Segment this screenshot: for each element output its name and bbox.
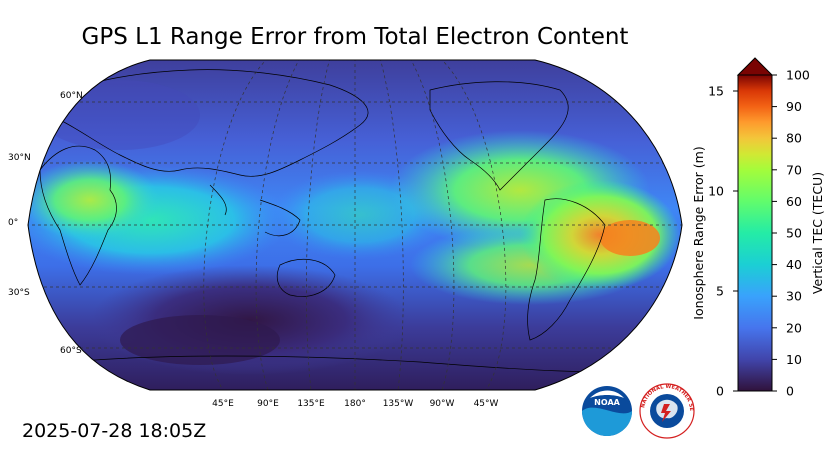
map-title: GPS L1 Range Error from Total Electron C… [81, 24, 629, 50]
colorbar-right-tick-label: 80 [786, 131, 802, 146]
map-boundary [27, 59, 683, 391]
colorbar-right-tick-label: 10 [786, 352, 802, 367]
lon-label-135w: 135°W [383, 399, 414, 409]
colorbar-right-tick-label: 20 [786, 320, 802, 335]
lon-label-90e: 90°E [257, 399, 279, 409]
colorbar-left-label: Ionosphere Range Error (m) [691, 146, 706, 319]
colorbar-right-tick-label: 40 [786, 257, 802, 272]
colorbar-right-label: Vertical TEC (TECU) [810, 172, 825, 294]
colorbar-right-ticks: 0 10 20 30 40 50 60 70 80 90 100 [772, 68, 810, 399]
colorbar-right-tick-label: 30 [786, 289, 802, 304]
noaa-logo: NOAA [582, 386, 632, 436]
lon-label-45e: 45°E [212, 399, 234, 409]
colorbar-left-ticks: 0 5 10 15 [708, 84, 738, 399]
colorbar-right-tick-label: 50 [786, 226, 802, 241]
lon-label-135e: 135°E [297, 399, 325, 409]
colorbar-right-tick-label: 100 [786, 68, 810, 83]
colorbar-extend-arrow [736, 57, 774, 76]
colorbar-right-tick-label: 60 [786, 194, 802, 209]
timestamp: 2025-07-28 18:05Z [22, 420, 207, 442]
lon-label-45w: 45°W [474, 399, 499, 409]
lat-label-60s: 60°S [60, 346, 82, 356]
colorbar-gradient [737, 74, 773, 392]
lat-label-eq: 0° [8, 218, 18, 228]
graticule [28, 60, 682, 390]
colorbar-left-tick-label: 10 [708, 184, 724, 199]
noaa-logo-text: NOAA [594, 398, 620, 407]
colorbar-right-tick-label: 90 [786, 99, 802, 114]
lon-label-90w: 90°W [430, 399, 455, 409]
colorbar-right-tick-label: 70 [786, 162, 802, 177]
colorbar-right-tick-label: 0 [786, 384, 794, 399]
lon-label-180: 180° [344, 399, 366, 409]
lat-label-30s: 30°S [8, 288, 30, 298]
colorbar-left-tick-label: 0 [716, 384, 724, 399]
colorbar-left-tick-label: 5 [716, 284, 724, 299]
colorbar-left-tick-label: 15 [708, 84, 724, 99]
lat-label-60n: 60°N [60, 91, 83, 101]
lat-label-30n: 30°N [8, 153, 31, 163]
